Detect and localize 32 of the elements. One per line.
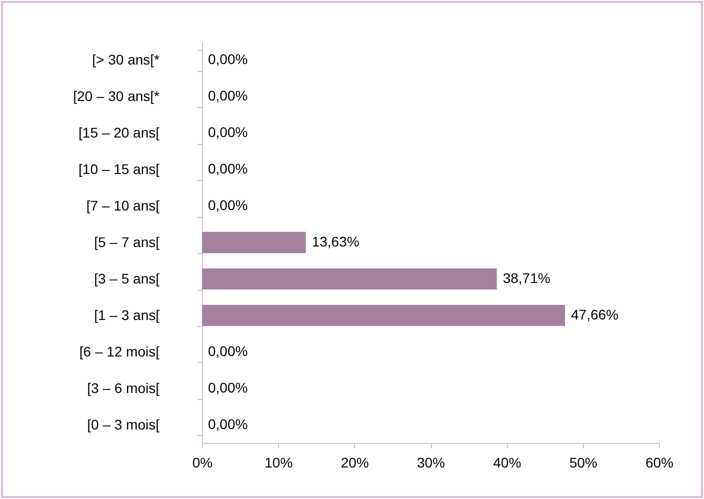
data-label: 0,00% xyxy=(208,416,248,432)
data-label: 47,66% xyxy=(571,306,618,322)
y-tick-label: [3 – 5 ans[ xyxy=(94,270,160,286)
y-tick-label: [5 – 7 ans[ xyxy=(94,234,160,250)
y-tick-label: [0 – 3 mois[ xyxy=(87,416,160,432)
bar xyxy=(202,268,497,290)
data-label: 0,00% xyxy=(208,342,248,359)
data-label: 0,00% xyxy=(208,51,248,68)
bar xyxy=(202,304,566,326)
y-tick-label: [> 30 ans[* xyxy=(92,52,160,68)
y-tick-label: [15 – 20 ans[ xyxy=(78,124,160,141)
data-label: 0,00% xyxy=(208,160,248,177)
y-tick-label: [10 – 15 ans[ xyxy=(78,161,160,178)
x-tick-label: 40% xyxy=(493,454,522,470)
data-label: 0,00% xyxy=(208,124,248,140)
y-tick-label: [1 – 3 ans[ xyxy=(94,306,160,323)
x-tick-label: 50% xyxy=(569,454,598,470)
data-label: 0,00% xyxy=(208,197,248,214)
y-tick-label: [7 – 10 ans[ xyxy=(86,198,160,214)
data-label: 13,63% xyxy=(312,234,360,250)
y-tick-label: [20 – 30 ans[* xyxy=(73,88,160,104)
x-tick-label: 0% xyxy=(192,454,213,470)
data-label: 0,00% xyxy=(208,379,248,396)
x-tick-label: 60% xyxy=(645,454,674,470)
data-label: 0,00% xyxy=(208,88,248,104)
x-tick-label: 30% xyxy=(416,454,446,470)
x-tick-label: 10% xyxy=(264,454,293,470)
y-tick-label: [3 – 6 mois[ xyxy=(87,380,160,396)
y-tick-label: [6 – 12 mois[ xyxy=(79,343,160,360)
bar xyxy=(202,232,306,254)
x-tick-label: 20% xyxy=(340,454,369,470)
data-label: 38,71% xyxy=(502,270,550,286)
